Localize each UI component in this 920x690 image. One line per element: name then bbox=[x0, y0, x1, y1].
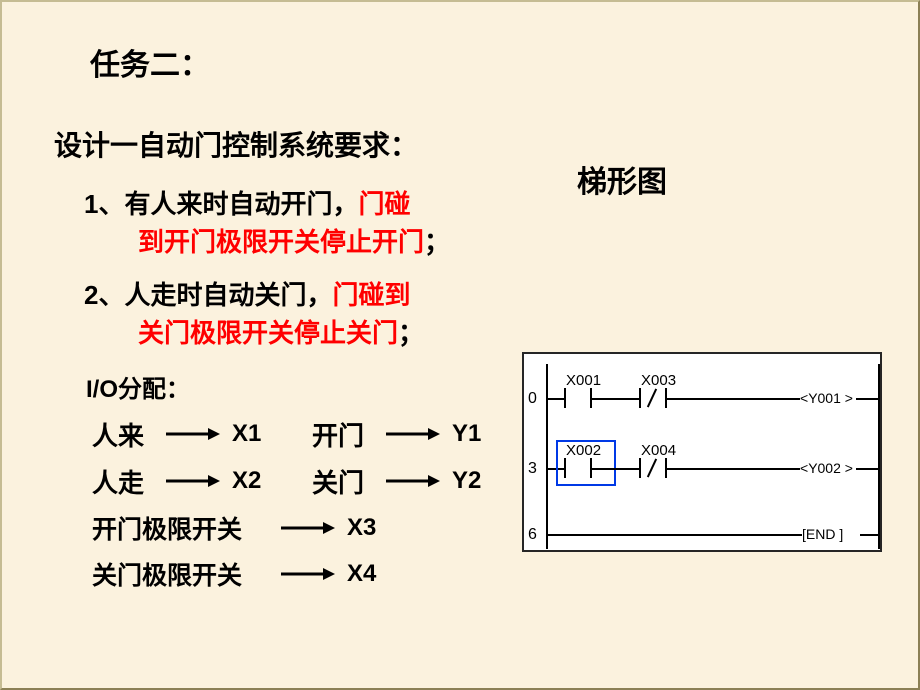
arrow-icon bbox=[164, 471, 220, 491]
rung-number: 0 bbox=[528, 390, 537, 408]
requirement-2: 2、人走时自动关门，门碰到 关门极限开关停止关门； bbox=[84, 277, 494, 352]
rung-number: 6 bbox=[528, 526, 537, 544]
contact-label: X002 bbox=[566, 442, 601, 459]
io-input: X1 bbox=[232, 420, 282, 448]
io-action: 关门 bbox=[312, 463, 372, 500]
ladder-right-rail bbox=[878, 364, 880, 549]
ladder-left-rail bbox=[546, 364, 548, 549]
ladder-diagram: 0 X001 X003 <Y001 > 3 X002 X004 <Y002 > bbox=[522, 352, 882, 552]
io-input: X2 bbox=[232, 467, 282, 495]
io-label: 开门极限开关 bbox=[92, 510, 267, 546]
io-label: 关门极限开关 bbox=[92, 556, 267, 592]
task-title: 任务二： bbox=[90, 40, 868, 84]
ladder-title: 梯形图 bbox=[577, 157, 667, 201]
io-row-4: 关门极限开关 X4 bbox=[92, 556, 868, 592]
end-instruction: [END ] bbox=[802, 526, 843, 542]
io-action: 开门 bbox=[312, 416, 372, 453]
slide-container: 任务二： 设计一自动门控制系统要求： 1、有人来时自动开门，门碰 到开门极限开关… bbox=[2, 2, 918, 688]
contact-label: X003 bbox=[641, 372, 676, 389]
io-label: 人走 bbox=[92, 463, 152, 500]
requirement-1: 1、有人来时自动开门，门碰 到开门极限开关停止开门； bbox=[84, 186, 494, 261]
subtitle: 设计一自动门控制系统要求： bbox=[54, 124, 868, 164]
io-input: X3 bbox=[347, 514, 397, 542]
io-input: X4 bbox=[347, 560, 397, 588]
rung-number: 3 bbox=[528, 460, 537, 478]
arrow-icon bbox=[164, 424, 220, 444]
io-output: Y1 bbox=[452, 420, 502, 448]
arrow-icon bbox=[279, 518, 335, 538]
contact-label: X001 bbox=[566, 372, 601, 389]
contact-label: X004 bbox=[641, 442, 676, 459]
arrow-icon bbox=[279, 564, 335, 584]
coil: <Y002 > bbox=[800, 460, 853, 476]
io-label: 人来 bbox=[92, 416, 152, 453]
io-output: Y2 bbox=[452, 467, 502, 495]
coil: <Y001 > bbox=[800, 390, 853, 406]
arrow-icon bbox=[384, 424, 440, 444]
arrow-icon bbox=[384, 471, 440, 491]
